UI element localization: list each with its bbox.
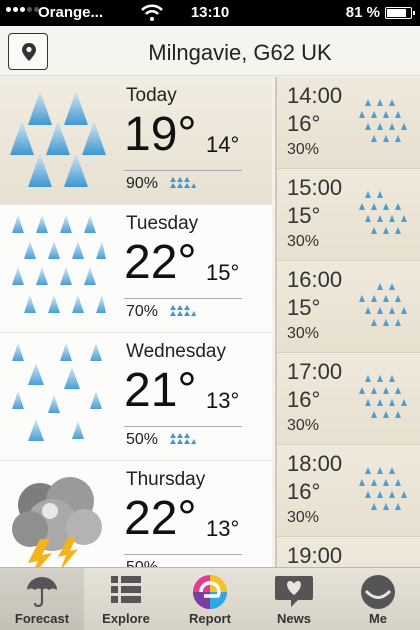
hour-time: 15:00 [287, 175, 343, 200]
rain-icon [359, 467, 407, 510]
low-temp: 13° [206, 388, 240, 413]
hour-precip: 30% [287, 509, 320, 526]
hour-row[interactable]: 18:00 16° 30% [277, 445, 420, 537]
hour-row[interactable]: 16:00 15° 30% [277, 261, 420, 353]
status-bar: Orange... 13:10 81 % [0, 0, 420, 26]
tab-label: Me [368, 611, 388, 626]
hour-row[interactable]: 14:00 16° 30% [277, 77, 420, 169]
hour-time: 16:00 [287, 267, 343, 292]
hour-precip: 30% [287, 417, 320, 434]
rain-icon [359, 375, 407, 418]
rain-icon [10, 91, 106, 187]
precip-chance: 70% [126, 303, 159, 320]
day-row-thursday[interactable]: Thursday 22° 13° 50% [0, 461, 272, 567]
mini-rain-icon [170, 433, 196, 444]
carrier-name: Orange... [38, 4, 104, 21]
hour-temp: 16° [287, 111, 321, 136]
battery-icon [385, 7, 415, 19]
status-time: 13:10 [190, 4, 230, 21]
day-name: Wednesday [126, 341, 226, 362]
day-row-today[interactable]: Today 19° 14° 90% [0, 77, 272, 205]
hour-temp: 15° [287, 295, 321, 320]
tab-me[interactable]: Me [336, 568, 420, 630]
divider [124, 426, 242, 427]
battery-percent: 81 % [345, 4, 380, 21]
location-header: Milngavie, G62 UK [0, 26, 420, 76]
hour-precip: 30% [287, 233, 320, 250]
mini-rain-icon [170, 305, 196, 316]
report-logo-icon [193, 575, 227, 609]
low-temp: 15° [206, 260, 240, 285]
hour-row[interactable]: 17:00 16° 30% [277, 353, 420, 445]
divider [124, 298, 242, 299]
hour-time: 14:00 [287, 83, 343, 108]
rain-icon [12, 343, 102, 441]
tab-label: Report [189, 611, 231, 626]
day-name: Today [126, 85, 177, 106]
hour-precip: 30% [287, 141, 320, 158]
precip-chance: 50% [126, 559, 158, 567]
hour-temp: 15° [287, 203, 321, 228]
umbrella-icon [27, 577, 57, 608]
rain-icon [359, 99, 407, 142]
day-row-wednesday[interactable]: Wednesday 21° 13° 50% [0, 333, 272, 461]
rain-icon [359, 191, 407, 234]
tab-forecast[interactable]: Forecast [0, 568, 84, 630]
signal-strength-icon [6, 7, 39, 12]
wifi-icon [141, 4, 163, 21]
list-icon [111, 576, 141, 603]
hour-precip: 30% [287, 325, 320, 342]
tab-report[interactable]: Report [168, 568, 252, 630]
divider [124, 554, 242, 555]
tab-news[interactable]: News [252, 568, 336, 630]
hour-time: 19:00 [287, 543, 343, 567]
tab-explore[interactable]: Explore [84, 568, 168, 630]
high-temp: 19° [124, 108, 197, 161]
tab-label: Forecast [14, 611, 70, 626]
low-temp: 14° [206, 132, 240, 157]
location-title: Milngavie, G62 UK [148, 40, 332, 65]
hourly-forecast-list: 14:00 16° 30% 15:00 15° 30% 16:00 15° 30… [275, 77, 420, 567]
rain-icon [359, 283, 407, 326]
hour-time: 18:00 [287, 451, 343, 476]
thunderstorm-icon [12, 477, 102, 567]
hour-row[interactable]: 15:00 15° 30% [277, 169, 420, 261]
smiley-icon [361, 575, 395, 609]
tab-bar: Forecast Explore Report News [0, 567, 420, 630]
divider [124, 170, 242, 171]
heart-bubble-icon [275, 576, 313, 607]
day-name: Tuesday [126, 213, 199, 234]
tab-label: Explore [102, 611, 150, 626]
precip-chance: 50% [126, 431, 159, 448]
daily-forecast-list: Today 19° 14° 90% Tuesday 22° 15° 70% [0, 77, 272, 567]
rain-icon [12, 215, 106, 313]
hour-row[interactable]: 19:00 [277, 537, 420, 567]
map-pin-icon [22, 43, 36, 61]
mini-rain-icon [170, 177, 196, 188]
day-name: Thursday [126, 469, 206, 490]
high-temp: 21° [124, 364, 197, 417]
location-button[interactable] [8, 33, 48, 70]
day-row-tuesday[interactable]: Tuesday 22° 15° 70% [0, 205, 272, 333]
tab-label: News [277, 611, 311, 626]
hour-temp: 16° [287, 387, 321, 412]
high-temp: 22° [124, 492, 197, 545]
hour-temp: 16° [287, 479, 321, 504]
high-temp: 22° [124, 236, 197, 289]
precip-chance: 90% [126, 175, 159, 192]
low-temp: 13° [206, 516, 240, 541]
hour-time: 17:00 [287, 359, 343, 384]
